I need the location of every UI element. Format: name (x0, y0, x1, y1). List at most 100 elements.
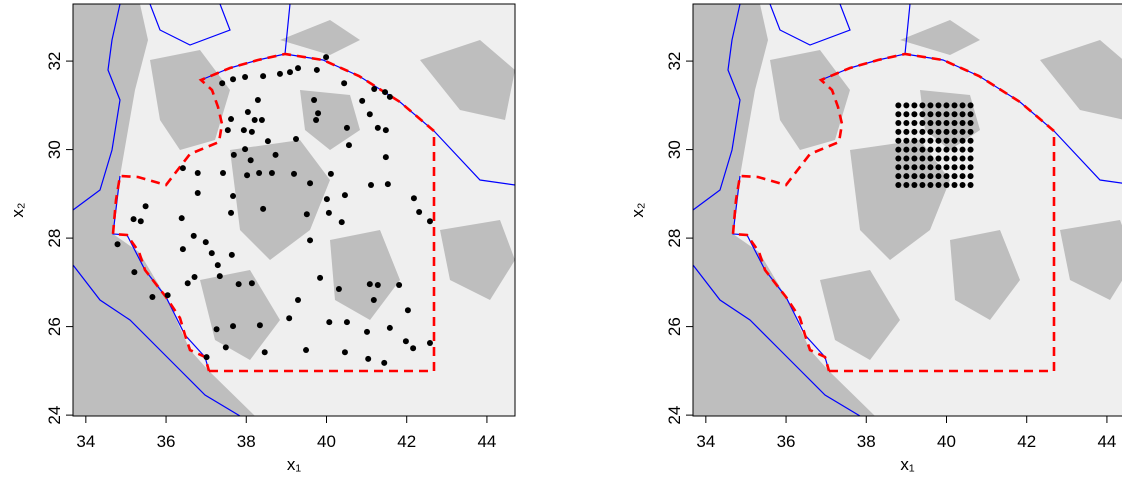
point (903, 102, 910, 109)
point (272, 151, 279, 158)
point (386, 324, 393, 331)
point (286, 69, 293, 76)
point (382, 154, 389, 161)
point (943, 164, 950, 171)
point (307, 180, 314, 187)
x-tick-label: 44 (477, 432, 496, 451)
point (359, 97, 366, 104)
point (142, 203, 149, 210)
point (903, 137, 910, 144)
point (228, 251, 235, 258)
point (295, 297, 302, 304)
point (943, 146, 950, 153)
y-tick-label: 32 (665, 52, 684, 71)
point (416, 208, 423, 215)
x-tick-label: 42 (397, 432, 416, 451)
point (295, 65, 302, 72)
point (911, 120, 918, 127)
point (315, 110, 322, 117)
point (363, 328, 370, 335)
y-axis-label: x₂ (8, 202, 27, 217)
x-tick-label: 36 (157, 432, 176, 451)
point (927, 181, 934, 188)
point (256, 170, 263, 177)
point (943, 155, 950, 162)
point (927, 164, 934, 171)
point (114, 241, 121, 248)
point (935, 146, 942, 153)
point (370, 297, 377, 304)
x-tick-label: 34 (696, 432, 715, 451)
point (895, 137, 902, 144)
point (366, 111, 373, 118)
point (222, 344, 229, 351)
point (327, 170, 334, 177)
point (311, 97, 318, 104)
point (219, 80, 226, 87)
point (951, 111, 958, 118)
point (903, 173, 910, 180)
point (291, 170, 297, 177)
y-tick-label: 24 (45, 406, 64, 425)
point (224, 127, 231, 134)
y-tick-label: 30 (665, 140, 684, 159)
point (951, 173, 958, 180)
point (895, 102, 902, 109)
point (325, 209, 332, 216)
point (967, 120, 974, 127)
point (919, 181, 926, 188)
point (230, 193, 237, 200)
point (895, 164, 902, 171)
map-background (693, 4, 1122, 416)
point (951, 137, 958, 144)
point (919, 164, 926, 171)
point (368, 181, 375, 188)
point (426, 339, 433, 346)
point (919, 120, 926, 127)
point (895, 128, 902, 135)
point (303, 347, 310, 354)
point (228, 116, 235, 123)
y-tick-label: 30 (45, 140, 64, 159)
point (335, 285, 342, 292)
point (911, 164, 918, 171)
point (895, 120, 902, 127)
point (191, 274, 198, 281)
point (967, 173, 974, 180)
point (194, 170, 201, 177)
point (943, 137, 950, 144)
y-tick-label: 32 (45, 52, 64, 71)
x-tick-label: 40 (317, 432, 336, 451)
point (919, 102, 926, 109)
point (911, 173, 918, 180)
point (276, 70, 283, 77)
point (959, 181, 966, 188)
point (323, 54, 330, 61)
point (260, 73, 267, 80)
point (927, 102, 934, 109)
y-axis-label: x₂ (628, 202, 647, 217)
point (927, 137, 934, 144)
point (235, 281, 242, 288)
point (895, 111, 902, 118)
point (240, 127, 247, 134)
point (382, 89, 389, 96)
point (959, 120, 966, 127)
point (341, 80, 348, 87)
point (228, 209, 235, 216)
point (967, 181, 974, 188)
point (919, 137, 926, 144)
point (927, 155, 934, 162)
point (130, 216, 137, 223)
point (935, 128, 942, 135)
point (178, 215, 185, 222)
point (951, 102, 958, 109)
point (967, 111, 974, 118)
point (260, 205, 267, 212)
point (943, 181, 950, 188)
y-tick-label: 28 (665, 229, 684, 248)
point (951, 120, 958, 127)
point (895, 181, 902, 188)
point (935, 137, 942, 144)
